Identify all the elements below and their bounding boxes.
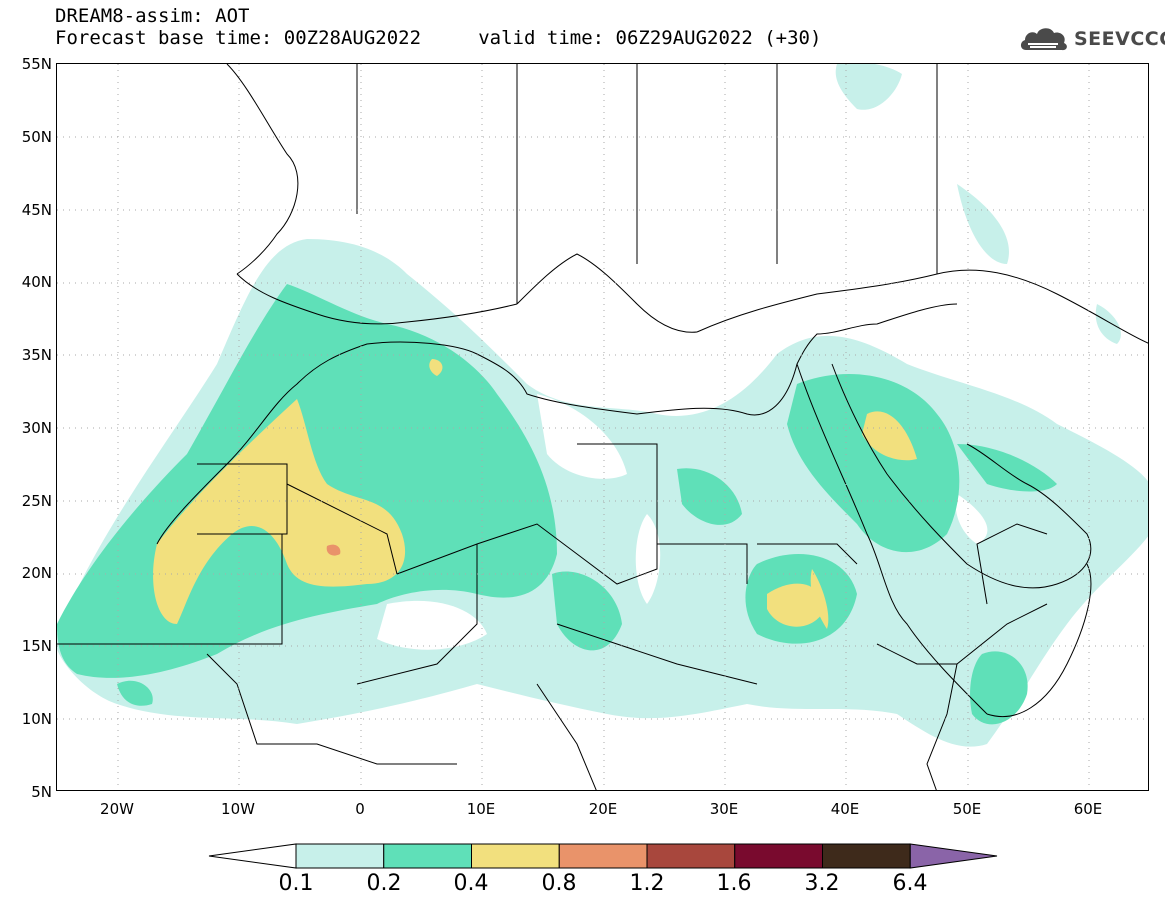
lat-label-25n: 25N: [21, 492, 52, 510]
lat-label-30n: 30N: [21, 419, 52, 437]
colorbar-label-6-4: 6.4: [892, 871, 928, 896]
map-canvas: [57, 64, 1148, 790]
aot-layer-0-8: [326, 544, 341, 556]
aot-clear-areas: [377, 394, 988, 650]
colorbar-label-1-6: 1.6: [716, 871, 752, 896]
logo-text: SEEVCCC: [1074, 28, 1165, 50]
lat-label-55n: 55N: [21, 55, 52, 73]
colorbar-label-3-2: 3.2: [804, 871, 840, 896]
lat-label-5n: 5N: [31, 783, 52, 801]
lon-label-10e: 10E: [466, 800, 496, 818]
colorbar-segment: [646, 843, 736, 869]
colorbar-segment: [558, 843, 648, 869]
gridlines: [57, 64, 1148, 790]
lat-label-15n: 15N: [21, 637, 52, 655]
colorbar-label-0-1: 0.1: [278, 871, 314, 896]
colorbar-segment: [734, 843, 823, 869]
lat-label-10n: 10N: [21, 710, 52, 728]
lon-label-50e: 50E: [952, 800, 982, 818]
aot-layer-0-4: [153, 359, 917, 629]
seevccc-logo: SEEVCCC: [1018, 22, 1165, 56]
colorbar-label-0-8: 0.8: [541, 871, 577, 896]
cloud-logo-icon: [1020, 28, 1067, 51]
coastlines-borders: [57, 64, 1148, 790]
colorbar-segment: [295, 843, 385, 869]
lat-label-40n: 40N: [21, 273, 52, 291]
lon-label-10w: 10W: [221, 800, 255, 818]
lat-label-50n: 50N: [21, 128, 52, 146]
colorbar-segment: [822, 843, 911, 869]
colorbar-segment-below-min: [208, 843, 297, 869]
lat-label-35n: 35N: [21, 346, 52, 364]
lat-label-20n: 20N: [21, 564, 52, 582]
figure-title: DREAM8-assim: AOT: [55, 5, 250, 27]
lon-label-0: 0: [355, 800, 365, 818]
colorbar-segment-above-max: [909, 843, 998, 869]
forecast-time-info: Forecast base time: 00Z28AUG2022 valid t…: [55, 27, 822, 49]
lon-label-60e: 60E: [1073, 800, 1103, 818]
lat-label-45n: 45N: [21, 201, 52, 219]
colorbar-label-1-2: 1.2: [629, 871, 665, 896]
aot-map: [56, 63, 1149, 791]
colorbar-segment: [471, 843, 560, 869]
lon-label-20e: 20E: [588, 800, 618, 818]
lon-label-20w: 20W: [100, 800, 134, 818]
colorbar-label-0-4: 0.4: [453, 871, 489, 896]
aot-colorbar: [208, 843, 998, 869]
colorbar-segment: [383, 843, 472, 869]
lon-label-40e: 40E: [830, 800, 860, 818]
lon-label-30e: 30E: [709, 800, 739, 818]
colorbar-label-0-2: 0.2: [366, 871, 402, 896]
